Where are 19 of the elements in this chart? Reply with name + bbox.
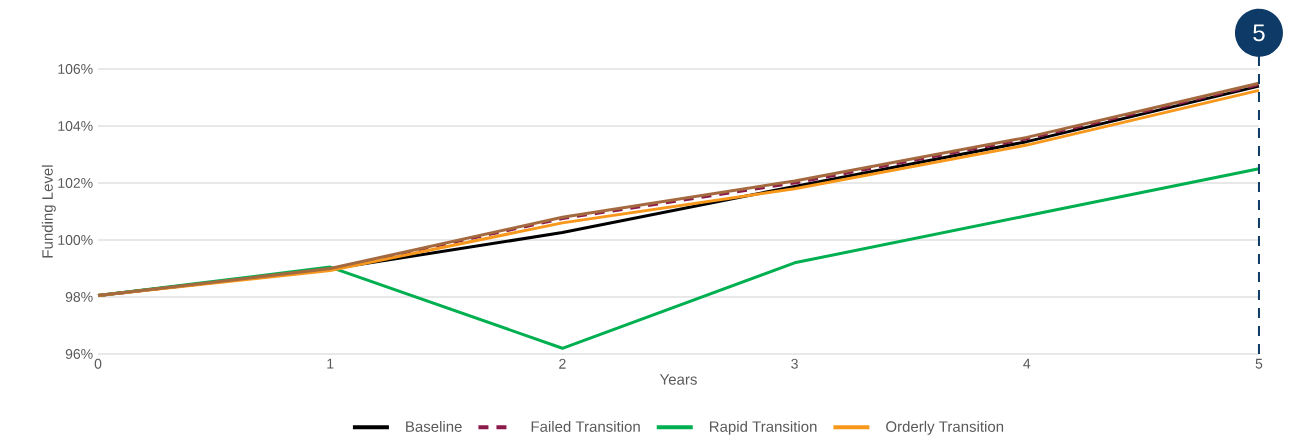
x-tick-label: 5 [1255,358,1263,369]
x-tick-label: 2 [559,358,566,369]
y-tick-label: 104% [58,121,93,131]
y-tick-label: 100% [58,235,93,245]
y-tick-label: 98% [65,292,93,302]
x-tick-label: 3 [791,358,798,369]
x-tick-label: 0 [94,358,102,369]
y-tick-label: 102% [58,178,93,188]
x-axis-title: Years [659,374,697,385]
legend-label: Baseline [406,420,462,432]
legend-label: Orderly Transition [886,420,1004,435]
y-axis-title: Funding Level [41,165,56,258]
y-tick-label: 106% [58,64,93,74]
legend-label: Rapid Transition [709,420,817,435]
legend-label: Failed Transition [531,420,640,432]
y-tick-label: 96% [65,349,93,359]
x-tick-label: 1 [327,358,334,369]
x-tick-label: 4 [1023,358,1031,369]
ref-line-label: 5 [1253,24,1265,42]
